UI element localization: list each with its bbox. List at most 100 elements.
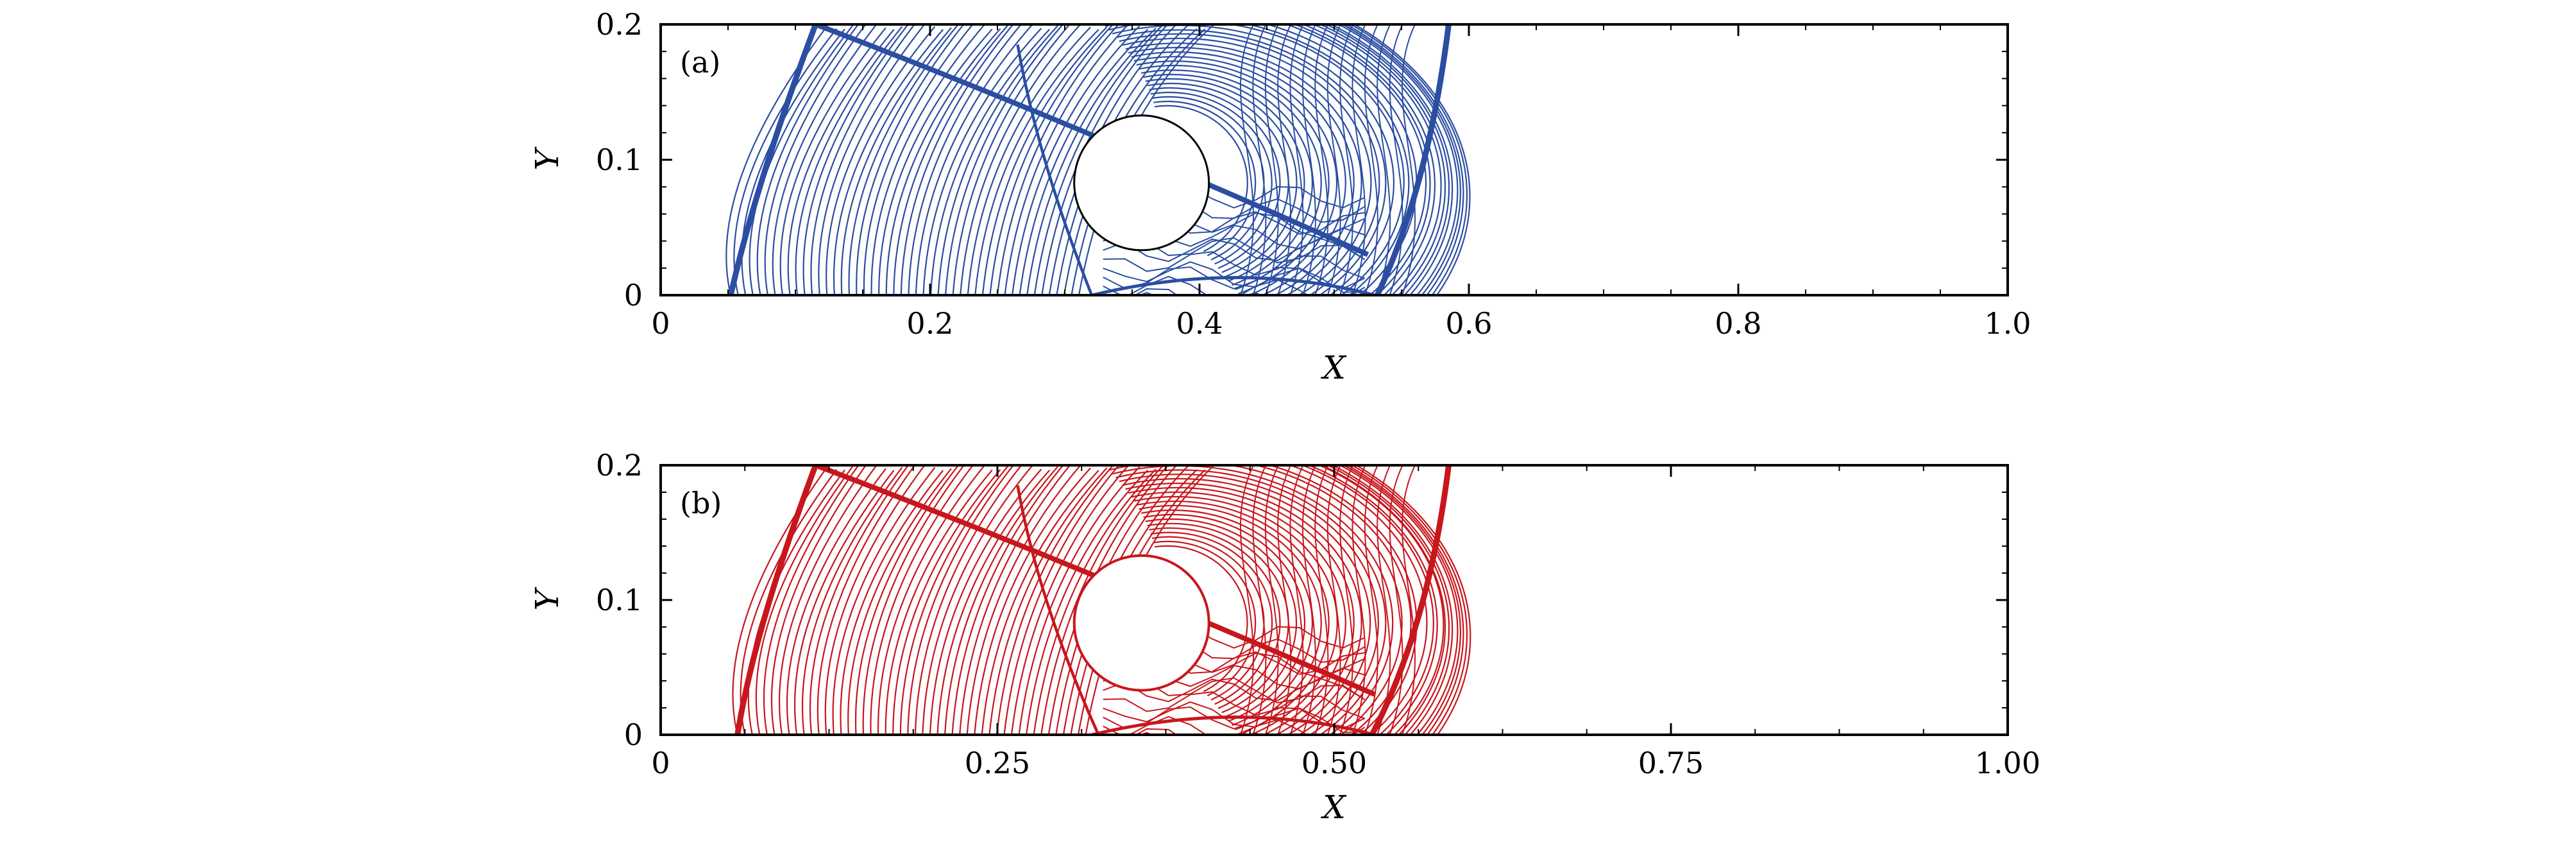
- contour-line: [1103, 678, 1366, 703]
- contour-line: [772, 24, 877, 295]
- y-axis-label: Y: [529, 147, 566, 171]
- x-tick-label: 0.75: [1638, 746, 1704, 780]
- contour-line: [1364, 24, 1378, 295]
- contour-line: [1314, 24, 1329, 295]
- contour-line: [915, 24, 1034, 295]
- contour-line: [936, 469, 1051, 735]
- contour-line: [1033, 468, 1157, 735]
- x-tick-label: 0.50: [1301, 746, 1367, 780]
- contour-line: [974, 467, 1091, 735]
- contour-line: [787, 29, 895, 295]
- secondary-shock: [1016, 44, 1094, 295]
- contour-line: [1019, 28, 1149, 295]
- contour-line: [1301, 24, 1316, 295]
- contour-line: [966, 465, 1081, 735]
- contour-line: [929, 468, 1042, 735]
- contour-line: [1010, 465, 1130, 735]
- secondary-shock: [1016, 485, 1100, 735]
- contour-line: [1018, 466, 1140, 735]
- x-axis-label: X: [1320, 789, 1347, 826]
- contour-line: [1143, 513, 1306, 722]
- y-tick-label: 0.2: [596, 7, 643, 42]
- reflected-shock: [815, 465, 1376, 697]
- contour-line: [818, 24, 926, 295]
- contour-line: [1325, 24, 1450, 295]
- contour-line: [959, 465, 1071, 735]
- contour-line: [1377, 24, 1391, 295]
- contour-line: [809, 465, 910, 735]
- contour-line: [1320, 465, 1446, 735]
- contour-line: [951, 465, 1064, 735]
- mach-stem: [1091, 276, 1375, 295]
- contour-line: [1140, 69, 1314, 286]
- contour-line: [877, 465, 985, 735]
- cylinder: [1072, 554, 1210, 692]
- contour-line: [1103, 691, 1366, 719]
- contour-line: [1103, 312, 1365, 343]
- contour-line: [1103, 261, 1365, 293]
- x-tick-label: 0.6: [1445, 306, 1492, 341]
- contour-line: [755, 465, 854, 735]
- contour-line: [778, 465, 877, 735]
- contour-line: [1033, 24, 1165, 295]
- contour-line: [989, 24, 1114, 295]
- contour-line: [1133, 495, 1338, 735]
- x-tick-label: 0.4: [1176, 306, 1223, 341]
- contour-line: [1103, 320, 1365, 342]
- contour-line: [817, 465, 916, 735]
- contour-line: [832, 467, 936, 735]
- contour-line: [862, 465, 965, 735]
- contour-field: [725, 24, 1471, 343]
- contour-line: [848, 24, 960, 295]
- contour-line: [899, 465, 1010, 735]
- contour-line: [870, 24, 985, 295]
- contour-line: [1346, 465, 1464, 735]
- contour-line: [1131, 491, 1346, 735]
- contour-line: [1153, 540, 1257, 697]
- contour-line: [1115, 29, 1387, 295]
- contour-line: [1122, 477, 1371, 735]
- contour-line: [988, 467, 1108, 735]
- contour-line: [937, 25, 1058, 295]
- cylinder: [1073, 114, 1210, 252]
- contour-line: [1103, 288, 1268, 295]
- contour-line: [764, 24, 867, 295]
- contour-line: [1289, 24, 1304, 295]
- contour-line: [1103, 251, 1366, 279]
- contour-line: [1240, 24, 1254, 295]
- contour-line: [908, 24, 1022, 295]
- contour-line: [779, 27, 886, 295]
- contour-line: [1312, 24, 1442, 295]
- panel-b: 0 0.25 0.50 0.75 1.00 0 0.1 0.2 X Y (b): [529, 448, 2040, 826]
- contour-line: [1355, 465, 1471, 735]
- y-tick-label: 0: [624, 717, 643, 752]
- contour-line: [1301, 465, 1316, 735]
- contour-line: [793, 470, 895, 735]
- contour-line: [1026, 469, 1149, 735]
- contour-line: [1103, 728, 1265, 735]
- contour-line: [824, 465, 926, 735]
- y-axis-label: Y: [529, 587, 566, 611]
- contour-line: [1389, 24, 1403, 295]
- contour-line: [1122, 37, 1372, 295]
- contour-line: [1125, 42, 1362, 295]
- contour-line: [1040, 465, 1165, 735]
- contour-line: [870, 465, 974, 735]
- contour-line: [1402, 24, 1416, 295]
- contour-line: [810, 24, 916, 295]
- contour-line: [1353, 24, 1471, 295]
- contour-line: [1150, 91, 1273, 265]
- contour-line: [1149, 87, 1281, 269]
- contour-line: [892, 468, 1001, 735]
- contour-line: [826, 26, 936, 295]
- contour-line: [1326, 24, 1341, 295]
- contour-line: [922, 28, 1042, 295]
- contour-line: [1133, 56, 1338, 295]
- y-tick-label: 0.2: [596, 448, 643, 483]
- reflected-shock: [815, 24, 1369, 257]
- x-tick-label: 0: [651, 306, 670, 341]
- contour-line: [1288, 465, 1428, 735]
- contour-line: [740, 469, 838, 735]
- contour-line: [786, 468, 886, 735]
